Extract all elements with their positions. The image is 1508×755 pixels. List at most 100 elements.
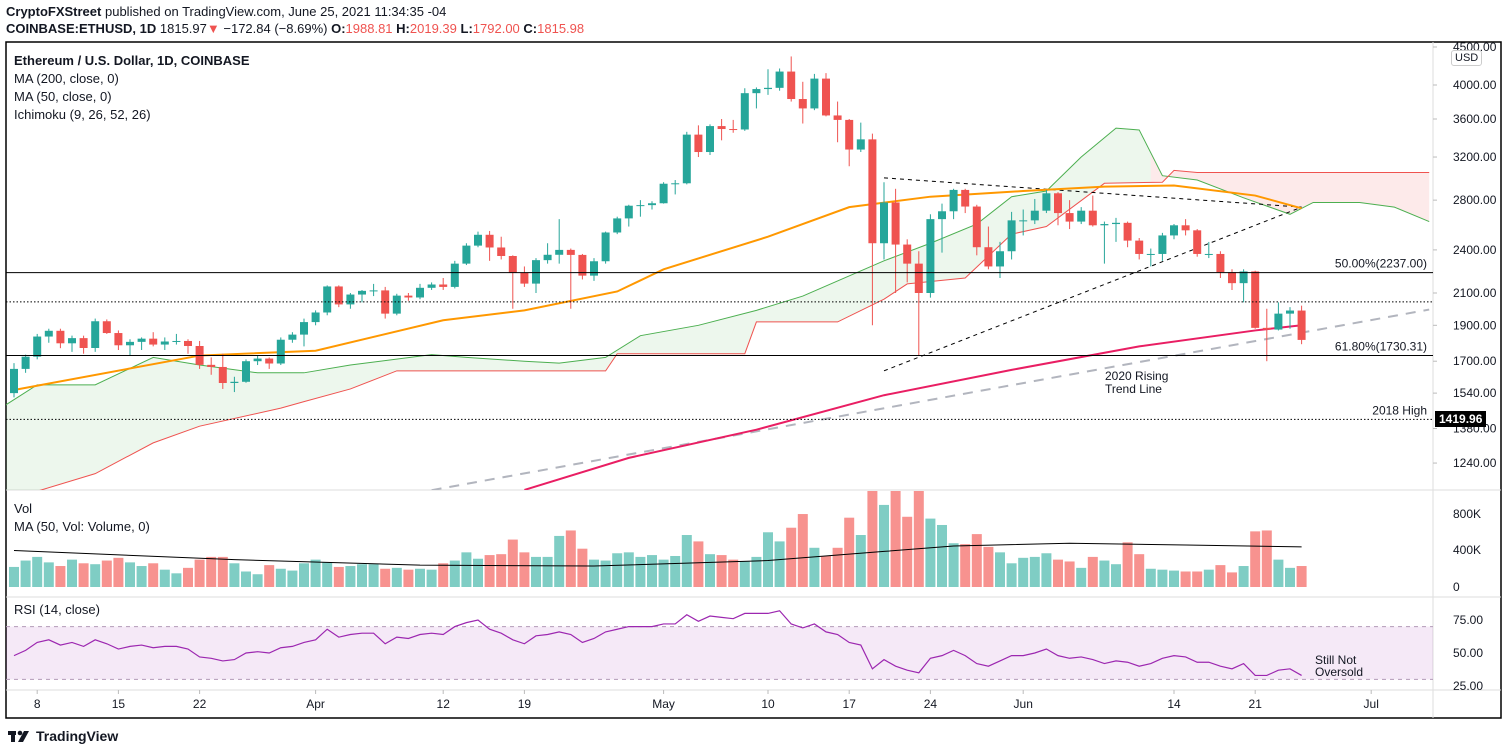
candle-body — [288, 334, 297, 340]
price-legend: Ethereum / U.S. Dollar, 1D, COINBASE MA … — [14, 52, 250, 124]
close-label: C: — [523, 21, 538, 36]
candle-body — [752, 89, 761, 94]
candle-body — [1216, 253, 1225, 273]
volume-bar — [43, 562, 54, 587]
volume-bar — [774, 541, 785, 587]
candle-body — [334, 286, 343, 305]
legend-ichimoku[interactable]: Ichimoku (9, 26, 52, 26) — [14, 107, 151, 122]
legend-ma50[interactable]: MA (50, close, 0) — [14, 89, 112, 104]
volume-bar — [391, 567, 402, 587]
date-tick-label: May — [652, 697, 675, 711]
candle-body — [949, 189, 958, 212]
candle-body — [10, 368, 18, 394]
volume-bar — [1285, 567, 1295, 587]
volume-bar — [415, 568, 425, 587]
volume-bar — [449, 560, 460, 587]
currency-badge[interactable]: USD — [1451, 50, 1483, 66]
level-label: 2018 High — [1372, 403, 1427, 417]
candle-body — [1030, 210, 1039, 221]
candle-body — [648, 203, 656, 206]
candle-body — [1135, 240, 1144, 254]
candle-body — [822, 78, 830, 116]
candle-body — [914, 263, 923, 293]
candle-body — [21, 356, 30, 369]
down-arrow-icon: ▼ — [206, 21, 220, 36]
volume-bar — [507, 539, 518, 587]
price-tick-label: 1900.00 — [1453, 318, 1497, 332]
candle-body — [694, 134, 703, 153]
volume-bar — [565, 530, 576, 587]
rsi-legend[interactable]: RSI (14, close) — [14, 602, 100, 617]
tradingview-logo[interactable]: TradingView — [8, 728, 118, 744]
volume-bar — [890, 491, 901, 587]
candle-body — [891, 202, 900, 245]
candle-body — [439, 284, 448, 287]
volume-bar — [380, 568, 391, 587]
candle-body — [833, 115, 842, 120]
volume-title: Vol — [14, 501, 33, 516]
date-tick-label: 15 — [112, 697, 126, 711]
volume-bar — [763, 532, 773, 587]
volume-bar — [299, 563, 309, 587]
candle-body — [543, 254, 552, 261]
rsi-annotation: Still Not Oversold — [1315, 653, 1363, 679]
candle-body — [1123, 222, 1132, 241]
ichimoku-cloud-bearish — [1150, 152, 1430, 222]
candle-body — [276, 339, 285, 364]
low-label: L: — [460, 21, 473, 36]
candle-body — [1042, 193, 1051, 211]
candle-body — [1239, 271, 1248, 284]
ma200-line — [524, 324, 1302, 490]
date-tick-label: Jul — [1364, 697, 1379, 711]
volume-bar — [78, 563, 89, 587]
symbol: COINBASE:ETHUSD, 1D — [6, 21, 157, 36]
volume-bar — [809, 547, 820, 587]
candle-body — [369, 290, 378, 292]
candle-body — [706, 126, 714, 153]
candle-body — [671, 183, 680, 185]
volume-tick-label: 400K — [1453, 543, 1481, 557]
candle-body — [1193, 230, 1202, 254]
volume-bar — [461, 552, 472, 587]
volume-bar — [9, 566, 19, 587]
volume-tick-label: 800K — [1453, 507, 1481, 521]
volume-bar — [136, 566, 147, 587]
publisher: CryptoFXStreet — [6, 4, 102, 19]
date-tick-label: 24 — [924, 697, 938, 711]
candle-body — [253, 358, 262, 362]
price-tick-label: 2400.00 — [1453, 243, 1497, 257]
chart-frame — [5, 41, 1502, 719]
volume-bar — [925, 518, 936, 587]
candle-body — [44, 330, 53, 337]
low-value: 1792.00 — [472, 21, 520, 36]
volume-ma-label[interactable]: MA (50, Vol: Volume, 0) — [14, 519, 150, 534]
candle-body — [566, 249, 575, 255]
legend-ma200[interactable]: MA (200, close, 0) — [14, 71, 119, 86]
candle-body — [462, 245, 471, 264]
volume-bar — [206, 556, 217, 587]
trendline-label: 2020 Rising Trend Line — [1105, 369, 1168, 396]
date-tick-label: 14 — [1167, 697, 1181, 711]
price-tick-label: 4000.00 — [1453, 78, 1497, 92]
candle-body — [845, 119, 854, 150]
candle-body — [880, 202, 888, 244]
candle-body — [79, 338, 88, 349]
volume-bar — [960, 544, 971, 587]
volume-bar — [1180, 571, 1191, 587]
candle-body — [1007, 220, 1016, 252]
volume-bar — [995, 552, 1005, 587]
published-text: published on TradingView.com, June 25, 2… — [104, 4, 447, 19]
volume-bar — [484, 555, 495, 587]
volume-bar — [403, 569, 414, 587]
volume-bar — [589, 559, 599, 587]
candle-body — [137, 338, 146, 342]
volume-bar — [264, 565, 275, 587]
volume-bar — [55, 566, 66, 587]
volume-bar — [20, 560, 31, 587]
candle-body — [508, 256, 517, 273]
volume-bar — [426, 569, 437, 587]
trendline — [431, 308, 1430, 490]
candle-body — [392, 295, 401, 314]
candle-body — [346, 294, 355, 305]
